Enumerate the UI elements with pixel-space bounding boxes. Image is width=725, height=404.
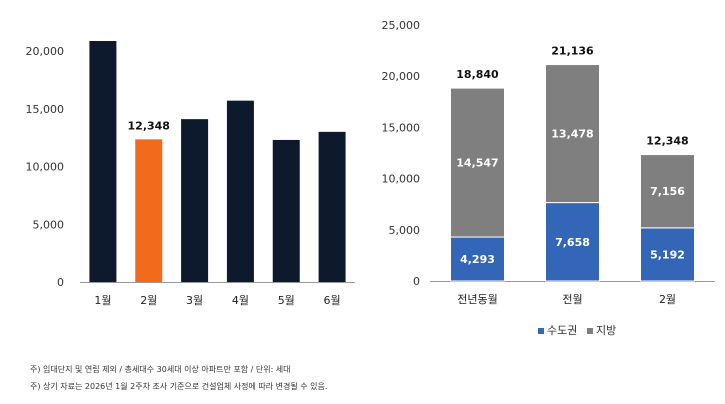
right-total-label: 21,136 (551, 45, 594, 58)
right-x-tick-label: 전월 (562, 293, 582, 306)
left-x-tick-label: 6월 (324, 294, 341, 307)
left-bar-6월 (318, 131, 346, 282)
right-segment-label: 4,293 (460, 253, 495, 266)
right-bar-segment-수도권 (640, 227, 695, 282)
right-y-tick-label: 5,000 (389, 224, 421, 237)
left-bar-4월 (226, 100, 254, 282)
left-bar-3월 (181, 119, 209, 283)
left-y-tick-label: 10,000 (26, 161, 65, 174)
right-y-tick-label: 0 (413, 275, 420, 288)
legend-swatch-수도권 (538, 328, 544, 334)
right-y-tick-label: 20,000 (382, 70, 421, 83)
right-total-label: 12,348 (646, 135, 688, 148)
left-bar-1월 (89, 41, 117, 282)
left-x-tick-label: 2월 (140, 294, 157, 307)
left-y-tick-label: 5,000 (33, 218, 65, 231)
right-bar-segment-지방 (545, 64, 600, 204)
left-x-tick-label: 3월 (186, 294, 203, 307)
right-segment-label: 13,478 (551, 128, 593, 141)
right-bar-segment-수도권 (450, 236, 505, 282)
right-x-tick-label: 전년동월 (457, 293, 497, 306)
right-bar-segment-지방 (640, 154, 695, 229)
left-data-label: 12,348 (128, 119, 170, 132)
left-bar-2월 (135, 139, 163, 282)
left-bar-5월 (272, 139, 300, 282)
left-x-tick-label: 4월 (232, 294, 249, 307)
right-segment-label: 14,547 (456, 157, 498, 170)
right-y-tick-label: 25,000 (382, 19, 421, 32)
left-y-tick-label: 20,000 (26, 45, 65, 58)
right-segment-label: 7,658 (555, 236, 590, 249)
legend-swatch-지방 (587, 328, 593, 334)
right-y-tick-label: 10,000 (382, 173, 421, 186)
right-total-label: 18,840 (456, 68, 499, 81)
right-segment-label: 7,156 (650, 185, 685, 198)
left-y-tick-label: 0 (57, 276, 64, 289)
left-x-tick-label: 1월 (94, 294, 111, 307)
right-y-tick-label: 15,000 (382, 121, 421, 134)
legend-label: 수도권 (547, 324, 577, 337)
footnote-2: 주) 상기 자료는 2026년 1월 2주차 조사 기준으로 건설업체 사정에 … (30, 382, 328, 391)
left-x-tick-label: 5월 (278, 294, 295, 307)
right-bar-segment-수도권 (545, 202, 600, 282)
left-y-tick-label: 15,000 (26, 103, 65, 116)
right-bar-segment-지방 (450, 87, 505, 238)
legend-label: 지방 (596, 324, 616, 337)
footnote-1: 주) 임대단지 및 연립 제외 / 총세대수 30세대 이상 아파트만 포함 /… (30, 365, 291, 374)
right-segment-label: 5,192 (650, 248, 685, 261)
right-x-tick-label: 2월 (659, 293, 676, 306)
